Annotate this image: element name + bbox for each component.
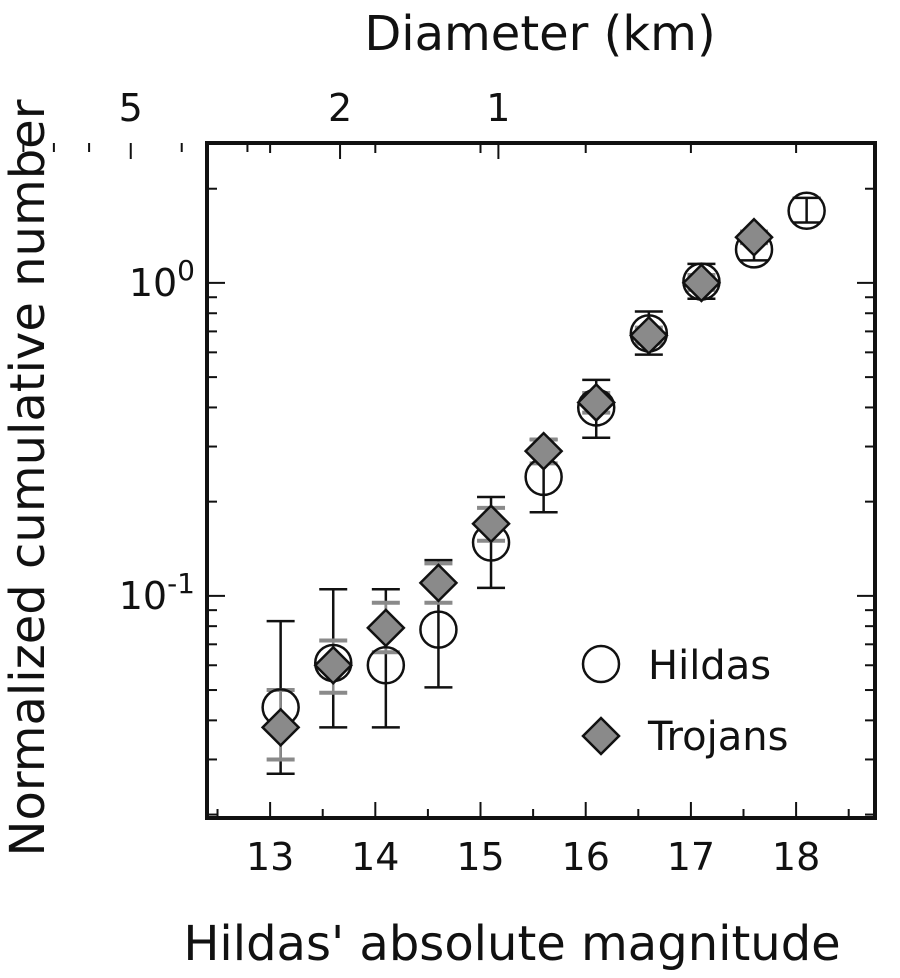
trojans-point <box>313 645 354 686</box>
hildas-point <box>787 191 826 231</box>
plot-frame <box>205 141 877 820</box>
trojans-point <box>260 707 301 748</box>
x-tick-label: 18 <box>772 835 820 879</box>
trojans-point <box>523 431 564 471</box>
x-tick-label: 17 <box>667 835 715 879</box>
x-tick-label: 16 <box>562 835 610 879</box>
top-tick-label: 2 <box>328 86 352 130</box>
hildas-point <box>419 610 458 649</box>
legend-trojans-marker <box>581 716 621 756</box>
y-axis-title: Normalized cumulative number <box>0 99 56 856</box>
top-tick-label: 1 <box>486 86 510 130</box>
x-tick-label: 13 <box>246 835 294 879</box>
x-axis-title: Hildas' absolute magnitude <box>183 916 840 972</box>
trojans-point <box>734 217 774 257</box>
chart-marks <box>260 191 826 776</box>
x-tick-label: 15 <box>456 835 504 879</box>
top-axis-title: Diameter (km) <box>364 6 715 62</box>
hildas-point <box>366 646 406 685</box>
trojans-point <box>629 315 669 356</box>
legend-hildas-marker <box>581 644 621 684</box>
x-tick-label: 14 <box>351 835 399 879</box>
legend: Hildas Trojans <box>581 643 788 760</box>
top-tick-label: 5 <box>119 86 143 130</box>
trojans-point <box>418 563 459 603</box>
legend-hildas-label: Hildas <box>648 643 771 689</box>
tick-labels: 1314151617181052110010-1 <box>119 86 821 879</box>
trojans-point <box>681 263 722 303</box>
y-tick-label: 100 <box>129 254 195 305</box>
trojans-point <box>576 382 616 423</box>
y-tick-label: 10-1 <box>119 567 195 618</box>
trojans-point <box>471 503 511 544</box>
legend-trojans-label: Trojans <box>647 714 788 760</box>
trojans-point <box>366 608 406 648</box>
